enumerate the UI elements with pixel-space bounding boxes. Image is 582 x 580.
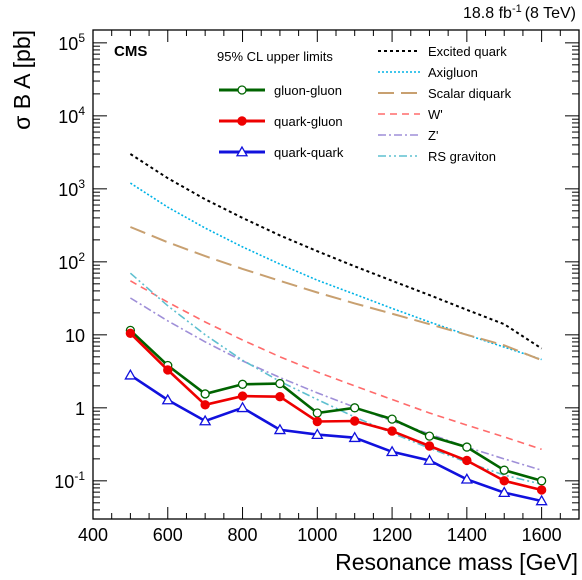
limit-point-quark-quark bbox=[311, 428, 324, 439]
y-tick-label: 105 bbox=[58, 31, 85, 54]
limit-point-quark-quark bbox=[161, 393, 174, 405]
y-tick-label: 1 bbox=[75, 399, 85, 419]
x-tick-label: 1000 bbox=[297, 525, 337, 545]
limit-point-gluon-gluon bbox=[275, 378, 285, 389]
x-axis-title: Resonance mass [GeV] bbox=[335, 549, 578, 575]
legend-label-quark-quark: quark-quark bbox=[274, 145, 344, 160]
limit-point-quark-quark bbox=[199, 414, 212, 426]
limit-point-quark-gluon bbox=[462, 455, 472, 466]
lumi-value: 18.8 fb bbox=[463, 5, 512, 22]
x-tick-label: 1400 bbox=[447, 525, 487, 545]
limit-point-quark-gluon bbox=[536, 485, 547, 495]
legend-label-z-: Z' bbox=[428, 128, 438, 143]
y-axis-title: σ B A [pb] bbox=[9, 30, 35, 130]
plot-frame bbox=[92, 29, 580, 520]
legend-limits: gluon-gluon quark-gluon quark-quark bbox=[219, 83, 344, 160]
legend-marker-quark-quark bbox=[235, 145, 249, 157]
limit-point-quark-quark bbox=[460, 472, 473, 484]
limit-point-gluon-gluon bbox=[312, 408, 322, 418]
x-tick-label: 1200 bbox=[372, 525, 412, 545]
limit-point-quark-quark bbox=[535, 494, 548, 506]
limit-point-quark-quark bbox=[236, 401, 249, 413]
legend-label-rs-graviton: RS graviton bbox=[428, 149, 496, 164]
x-tick-label: 1600 bbox=[522, 525, 562, 545]
experiment-label: CMS bbox=[114, 43, 147, 60]
limit-point-gluon-gluon bbox=[499, 465, 509, 475]
limit-point-quark-quark bbox=[498, 486, 511, 497]
theory-curves bbox=[129, 153, 543, 485]
x-tick-label: 800 bbox=[228, 525, 258, 545]
limit-line-gluon-gluon bbox=[129, 329, 542, 483]
legend-marker-quark-gluon bbox=[237, 116, 247, 126]
limit-point-gluon-gluon bbox=[536, 476, 547, 486]
y-tick-label: 104 bbox=[58, 104, 85, 127]
limit-point-gluon-gluon bbox=[462, 442, 472, 452]
legend-label-w-: W' bbox=[428, 107, 443, 122]
limit-line-quark-quark bbox=[129, 374, 542, 503]
limit-point-gluon-gluon bbox=[200, 389, 210, 399]
x-tick-label: 600 bbox=[153, 525, 183, 545]
x-axis: 400 600 800 1000 1200 1400 1600 bbox=[78, 30, 580, 545]
limit-point-quark-quark bbox=[348, 431, 361, 443]
luminosity-label: 18.8 fb-1 (8 TeV) bbox=[463, 3, 576, 22]
limit-point-quark-quark bbox=[124, 368, 137, 380]
limit-point-quark-gluon bbox=[349, 416, 360, 426]
legend-label-axigluon: Axigluon bbox=[428, 65, 478, 80]
limit-point-gluon-gluon bbox=[350, 403, 360, 413]
y-tick-label: 10-1 bbox=[54, 469, 85, 492]
limit-point-gluon-gluon bbox=[387, 414, 397, 424]
legend-label-scalar-diquark: Scalar diquark bbox=[428, 86, 512, 101]
y-tick-label: 10 bbox=[65, 326, 85, 346]
limit-point-quark-quark bbox=[385, 445, 399, 457]
limit-point-gluon-gluon bbox=[424, 431, 435, 441]
theory-curve-scalar-diquark bbox=[130, 226, 542, 362]
limit-point-quark-gluon bbox=[499, 476, 509, 486]
theory-curve-axigluon bbox=[129, 182, 542, 361]
limit-line-quark-gluon bbox=[129, 332, 542, 492]
limit-point-quark-gluon bbox=[275, 392, 285, 402]
y-tick-label: 102 bbox=[58, 250, 85, 273]
theory-curve-z- bbox=[129, 297, 542, 471]
legend-label-gluon-gluon: gluon-gluon bbox=[274, 83, 342, 98]
legend-label-quark-gluon: quark-gluon bbox=[274, 114, 343, 129]
limit-point-quark-quark bbox=[273, 423, 287, 435]
theory-curve-excited-quark bbox=[129, 153, 543, 350]
x-tick-label: 400 bbox=[78, 525, 108, 545]
limit-point-quark-gluon bbox=[387, 426, 397, 436]
limit-point-quark-gluon bbox=[163, 365, 173, 375]
lumi-exponent: -1 bbox=[512, 3, 522, 15]
y-axis: 10-1 1 10 102 103 104 105 bbox=[54, 31, 579, 520]
limit-point-quark-gluon bbox=[237, 391, 248, 401]
theory-curve-w- bbox=[130, 280, 542, 451]
legend-marker-gluon-gluon bbox=[237, 85, 247, 95]
limit-point-gluon-gluon bbox=[237, 379, 248, 389]
limit-point-quark-gluon bbox=[424, 441, 435, 451]
legend-label-excited-quark: Excited quark bbox=[428, 44, 507, 59]
limit-point-quark-gluon bbox=[312, 416, 323, 427]
limit-point-quark-gluon bbox=[125, 328, 136, 338]
limit-point-quark-gluon bbox=[200, 400, 210, 410]
legend-theory: Excited quark Axigluon Scalar diquark W' Z' R… bbox=[378, 44, 512, 164]
limit-point-quark-quark bbox=[423, 454, 436, 465]
y-tick-label: 103 bbox=[58, 177, 85, 200]
limit-curves bbox=[124, 325, 548, 506]
lumi-energy: (8 TeV) bbox=[525, 5, 576, 22]
legend-limits-title: 95% CL upper limits bbox=[217, 49, 333, 64]
